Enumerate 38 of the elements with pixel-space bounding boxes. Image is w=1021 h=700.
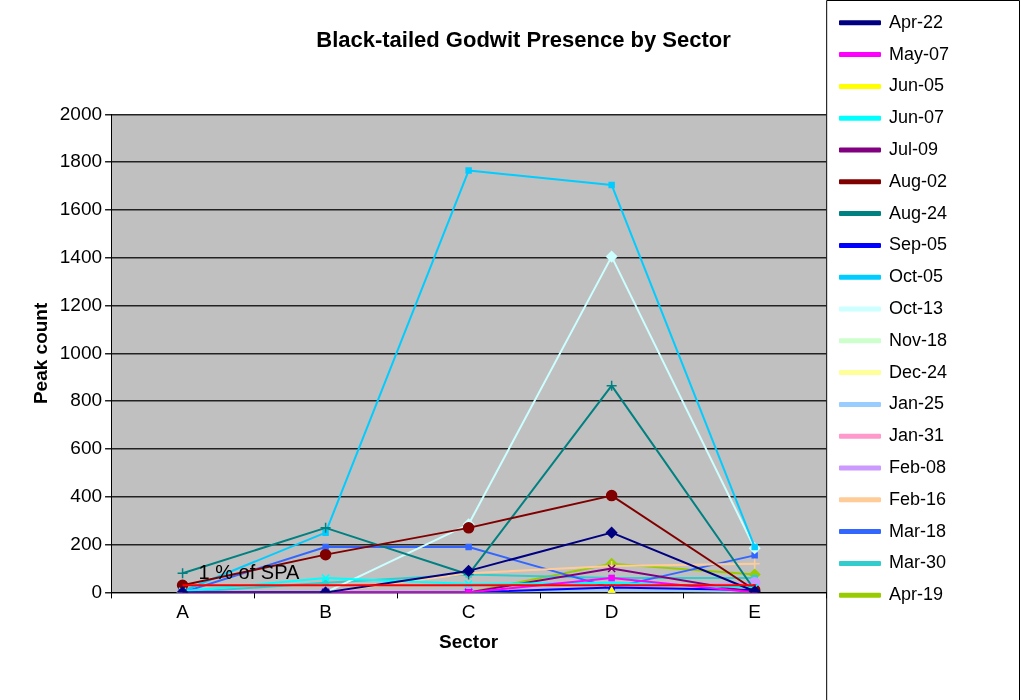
legend-label: Jan-31 [888,425,945,446]
legend-label: Sep-05 [888,234,948,255]
y-tick-label: 800 [70,389,103,411]
legend-label: Nov-18 [888,329,948,350]
y-tick-label: 1600 [59,198,103,220]
legend-label: Aug-24 [888,202,948,223]
chart-title: Black-tailed Godwit Presence by Sector [316,27,732,53]
legend-label: Mar-30 [888,552,946,573]
x-tick-label: E [748,601,762,623]
legend-label: Mar-18 [888,520,946,541]
y-tick-label: 400 [70,485,103,507]
y-tick-label: 200 [70,532,103,554]
legend-label: Jun-05 [888,75,945,96]
x-tick-label: C [461,601,476,623]
legend-label: Oct-05 [888,266,944,287]
y-tick-label: 1000 [59,341,103,363]
legend-label: Jun-07 [888,107,945,128]
y-axis-title: Peak count [29,302,51,405]
y-tick-label: 2000 [59,102,103,124]
legend-label: Dec-24 [888,361,948,382]
y-tick-label: 1400 [59,246,103,268]
x-tick-label: B [319,601,332,623]
x-tick-label: A [176,601,190,623]
legend-label: Feb-16 [888,488,947,509]
x-axis-title: Sector [439,630,499,652]
y-tick-label: 1800 [59,150,103,172]
legend-label: Apr-22 [888,11,944,32]
legend-label: Feb-08 [888,456,947,477]
legend-label: Jan-25 [888,393,945,414]
legend-label: Oct-13 [888,297,944,318]
legend-label: Aug-02 [888,170,948,191]
legend-label: Apr-19 [888,584,944,605]
legend-label: May-07 [888,43,950,64]
y-tick-label: 0 [91,580,103,602]
legend-label: Jul-09 [888,138,939,159]
x-tick-label: D [604,601,619,623]
y-tick-label: 1200 [59,293,103,315]
y-tick-label: 600 [70,437,103,459]
